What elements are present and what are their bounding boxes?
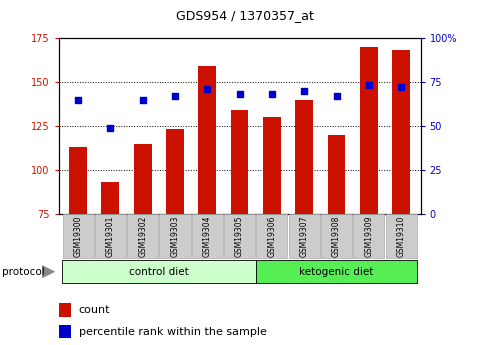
Polygon shape xyxy=(41,265,55,279)
Bar xyxy=(359,47,377,214)
FancyBboxPatch shape xyxy=(256,214,287,258)
Text: GSM19308: GSM19308 xyxy=(331,216,340,257)
Bar xyxy=(69,147,87,214)
FancyBboxPatch shape xyxy=(127,214,158,258)
Text: percentile rank within the sample: percentile rank within the sample xyxy=(79,327,266,337)
Text: ketogenic diet: ketogenic diet xyxy=(299,267,373,277)
Text: GSM19309: GSM19309 xyxy=(364,216,372,257)
Point xyxy=(396,85,404,90)
Text: GSM19307: GSM19307 xyxy=(299,216,308,257)
Bar xyxy=(230,110,248,214)
FancyBboxPatch shape xyxy=(191,214,223,258)
Bar xyxy=(295,99,312,214)
Bar xyxy=(263,117,280,214)
Point xyxy=(364,83,372,88)
Text: GSM19301: GSM19301 xyxy=(106,216,115,257)
Text: GSM19305: GSM19305 xyxy=(235,216,244,257)
Bar xyxy=(327,135,345,214)
Point xyxy=(203,86,211,92)
FancyBboxPatch shape xyxy=(320,214,351,258)
Bar xyxy=(59,325,71,338)
Point xyxy=(74,97,82,102)
Text: GSM19302: GSM19302 xyxy=(138,216,147,257)
Bar xyxy=(59,304,71,317)
Bar xyxy=(198,66,216,214)
FancyBboxPatch shape xyxy=(288,214,319,258)
Text: count: count xyxy=(79,305,110,315)
Text: GSM19304: GSM19304 xyxy=(203,216,211,257)
Point xyxy=(332,93,340,99)
FancyBboxPatch shape xyxy=(385,214,416,258)
Text: GSM19306: GSM19306 xyxy=(267,216,276,257)
FancyBboxPatch shape xyxy=(224,214,255,258)
Point xyxy=(267,91,275,97)
Point xyxy=(235,91,243,97)
FancyBboxPatch shape xyxy=(159,214,190,258)
Point xyxy=(171,93,179,99)
Text: GSM19300: GSM19300 xyxy=(73,216,82,257)
Point xyxy=(106,125,114,130)
FancyBboxPatch shape xyxy=(353,214,384,258)
FancyBboxPatch shape xyxy=(255,260,416,283)
Text: GDS954 / 1370357_at: GDS954 / 1370357_at xyxy=(175,9,313,22)
Bar xyxy=(134,144,151,214)
Bar xyxy=(166,129,183,214)
Text: protocol: protocol xyxy=(2,267,45,277)
Bar xyxy=(102,182,119,214)
Point xyxy=(139,97,146,102)
Text: GSM19310: GSM19310 xyxy=(396,216,405,257)
Point xyxy=(300,88,307,93)
FancyBboxPatch shape xyxy=(95,214,125,258)
FancyBboxPatch shape xyxy=(62,214,93,258)
Text: control diet: control diet xyxy=(129,267,188,277)
FancyBboxPatch shape xyxy=(62,260,255,283)
Bar xyxy=(391,50,409,214)
Text: GSM19303: GSM19303 xyxy=(170,216,179,257)
